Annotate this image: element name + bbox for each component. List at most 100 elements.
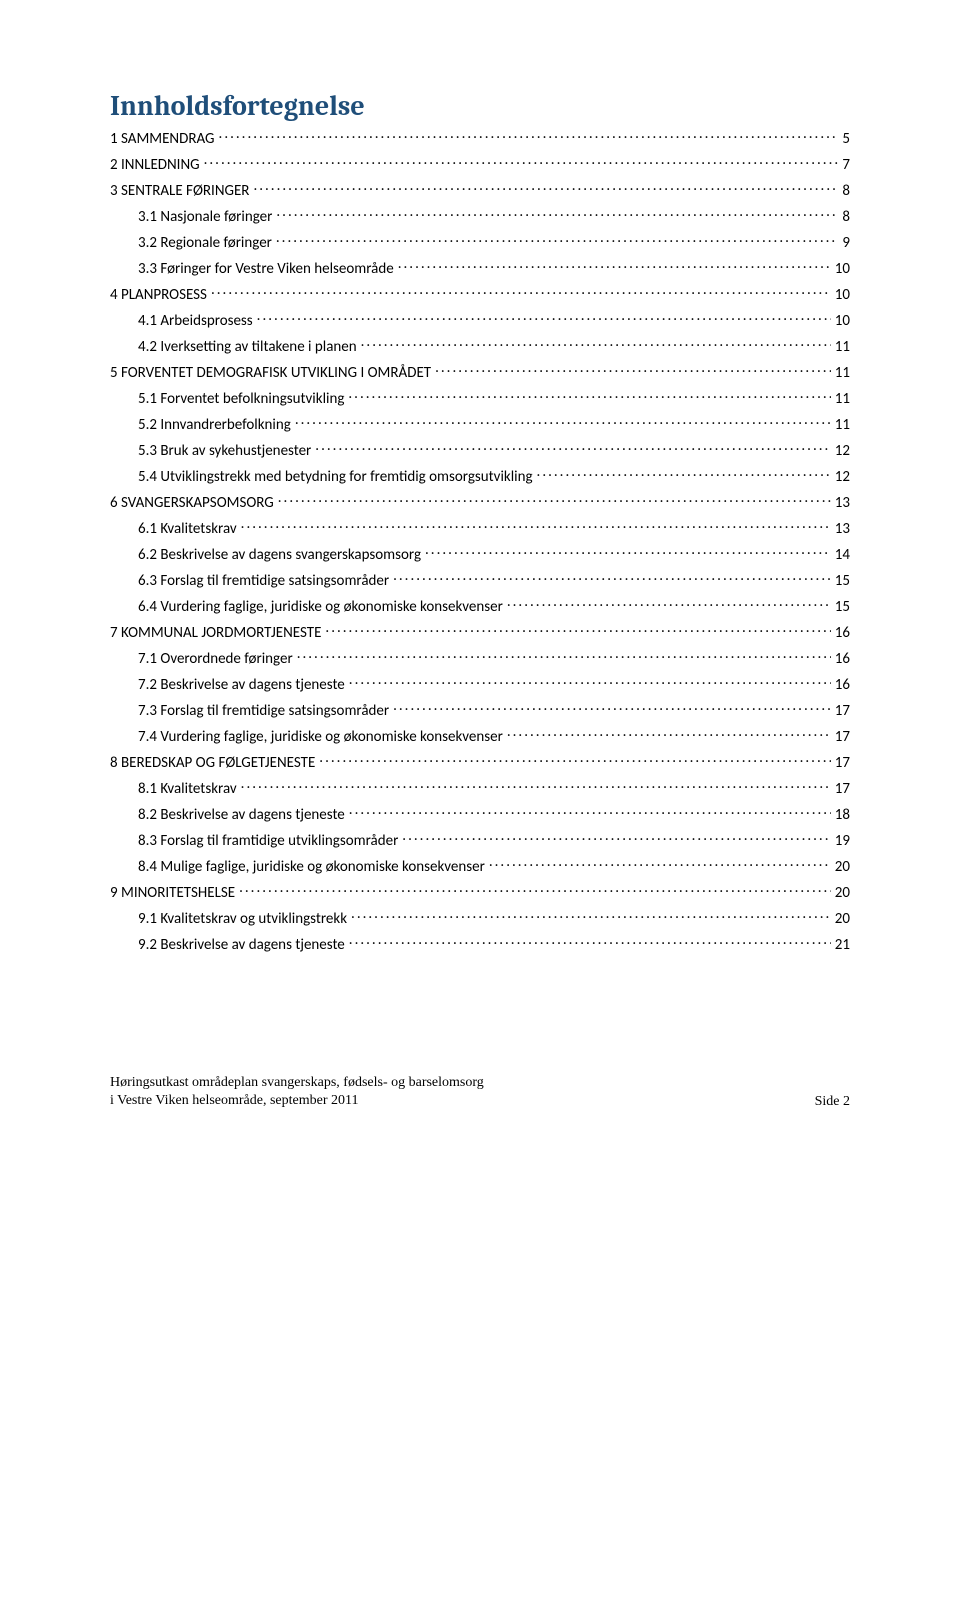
toc-entry-page: 15 (835, 572, 850, 590)
toc-entry-page: 9 (842, 234, 850, 252)
toc-entry: 5.4 Utviklingstrekk med betydning for fr… (138, 466, 850, 486)
toc-entry-label: 6.3 Forslag til fremtidige satsingsområd… (138, 572, 389, 590)
footer-left: Høringsutkast områdeplan svangerskaps, f… (110, 1074, 484, 1110)
toc-leader (253, 180, 838, 195)
toc-entry: 6.1 Kvalitetskrav13 (138, 518, 850, 538)
toc-entry-page: 19 (835, 832, 850, 850)
toc-list: 1 SAMMENDRAG52 INNLEDNING73 SENTRALE FØR… (110, 128, 850, 954)
toc-entry: 8.4 Mulige faglige, juridiske og økonomi… (138, 856, 850, 876)
toc-leader (425, 544, 831, 559)
toc-entry-label: 5.2 Innvandrerbefolkning (138, 416, 291, 434)
toc-entry-label: 8.4 Mulige faglige, juridiske og økonomi… (138, 858, 485, 876)
toc-entry: 5 FORVENTET DEMOGRAFISK UTVIKLING I OMRÅ… (110, 362, 850, 382)
toc-entry: 3.2 Regionale føringer 9 (138, 232, 850, 252)
toc-entry-page: 21 (835, 936, 850, 954)
toc-leader (319, 752, 830, 767)
toc-entry-page: 7 (842, 156, 850, 174)
toc-entry-page: 10 (835, 286, 850, 304)
toc-entry: 6.2 Beskrivelse av dagens svangerskapsom… (138, 544, 850, 564)
toc-entry-page: 17 (835, 728, 850, 746)
toc-entry-page: 16 (835, 650, 850, 668)
toc-entry: 8.3 Forslag til framtidige utviklingsomr… (138, 830, 850, 850)
toc-leader (537, 466, 831, 481)
toc-entry: 4.1 Arbeidsprosess10 (138, 310, 850, 330)
toc-entry-label: 5.1 Forventet befolkningsutvikling (138, 390, 344, 408)
footer-page-number: Side 2 (815, 1094, 850, 1110)
toc-entry: 6 SVANGERSKAPSOMSORG 13 (110, 492, 850, 512)
toc-entry-label: 3.2 Regionale føringer (138, 234, 272, 252)
toc-entry-page: 16 (835, 676, 850, 694)
toc-leader (435, 362, 831, 377)
toc-entry-page: 16 (835, 624, 850, 642)
toc-entry-page: 8 (842, 208, 850, 226)
toc-entry: 7.3 Forslag til fremtidige satsingsområd… (138, 700, 850, 720)
toc-entry-page: 11 (835, 390, 850, 408)
toc-leader (402, 830, 830, 845)
toc-entry: 5.2 Innvandrerbefolkning 11 (138, 414, 850, 434)
toc-leader (348, 388, 830, 403)
toc-entry-page: 18 (835, 806, 850, 824)
toc-entry-label: 8.3 Forslag til framtidige utviklingsomr… (138, 832, 398, 850)
toc-entry: 2 INNLEDNING 7 (110, 154, 850, 174)
toc-entry: 3.1 Nasjonale føringer 8 (138, 206, 850, 226)
toc-entry-page: 17 (835, 754, 850, 772)
toc-entry: 6.3 Forslag til fremtidige satsingsområd… (138, 570, 850, 590)
toc-entry-label: 6 SVANGERSKAPSOMSORG (110, 494, 274, 512)
toc-entry: 3 SENTRALE FØRINGER8 (110, 180, 850, 200)
toc-leader (257, 310, 831, 325)
toc-entry-page: 10 (835, 260, 850, 278)
toc-entry-label: 9.2 Beskrivelse av dagens tjeneste (138, 936, 345, 954)
toc-entry-label: 7.1 Overordnede føringer (138, 650, 293, 668)
toc-leader (393, 700, 831, 715)
toc-entry: 9.1 Kvalitetskrav og utviklingstrekk20 (138, 908, 850, 928)
toc-entry-label: 3.3 Føringer for Vestre Viken helseområd… (138, 260, 394, 278)
toc-leader (393, 570, 831, 585)
toc-entry: 5.1 Forventet befolkningsutvikling 11 (138, 388, 850, 408)
toc-entry: 8.2 Beskrivelse av dagens tjeneste 18 (138, 804, 850, 824)
toc-entry-page: 12 (835, 442, 850, 460)
toc-entry: 5.3 Bruk av sykehustjenester 12 (138, 440, 850, 460)
toc-leader (507, 726, 831, 741)
toc-entry-page: 14 (835, 546, 850, 564)
toc-leader (211, 284, 831, 299)
toc-entry-label: 8.1 Kvalitetskrav (138, 780, 237, 798)
toc-entry-label: 4 PLANPROSESS (110, 286, 207, 304)
toc-entry-label: 5 FORVENTET DEMOGRAFISK UTVIKLING I OMRÅ… (110, 364, 431, 382)
toc-entry-label: 3 SENTRALE FØRINGER (110, 182, 249, 200)
toc-leader (315, 440, 830, 455)
toc-entry-page: 20 (835, 884, 850, 902)
toc-entry-label: 6.4 Vurdering faglige, juridiske og økon… (138, 598, 503, 616)
toc-leader (361, 336, 831, 351)
toc-entry: 7.1 Overordnede føringer 16 (138, 648, 850, 668)
toc-leader (507, 596, 831, 611)
toc-entry-label: 3.1 Nasjonale føringer (138, 208, 272, 226)
toc-entry: 4.2 Iverksetting av tiltakene i planen11 (138, 336, 850, 356)
toc-leader (276, 232, 839, 247)
toc-entry: 3.3 Føringer for Vestre Viken helseområd… (138, 258, 850, 278)
toc-leader (325, 622, 830, 637)
toc-entry-page: 17 (835, 780, 850, 798)
toc-entry-label: 8.2 Beskrivelse av dagens tjeneste (138, 806, 345, 824)
toc-entry-page: 15 (835, 598, 850, 616)
toc-entry: 4 PLANPROSESS 10 (110, 284, 850, 304)
toc-entry: 9.2 Beskrivelse av dagens tjeneste 21 (138, 934, 850, 954)
toc-entry-label: 7.4 Vurdering faglige, juridiske og økon… (138, 728, 503, 746)
toc-entry-label: 5.3 Bruk av sykehustjenester (138, 442, 311, 460)
toc-entry-label: 4.1 Arbeidsprosess (138, 312, 253, 330)
toc-leader (295, 414, 831, 429)
toc-leader (489, 856, 831, 871)
toc-entry-page: 11 (835, 416, 850, 434)
toc-leader (349, 674, 831, 689)
toc-entry-page: 13 (835, 494, 850, 512)
toc-entry-label: 7.3 Forslag til fremtidige satsingsområd… (138, 702, 389, 720)
toc-leader (349, 934, 831, 949)
toc-leader (297, 648, 831, 663)
toc-entry-page: 20 (835, 858, 850, 876)
toc-entry-page: 12 (835, 468, 850, 486)
toc-entry: 6.4 Vurdering faglige, juridiske og økon… (138, 596, 850, 616)
toc-entry-label: 2 INNLEDNING (110, 156, 200, 174)
toc-entry: 7.4 Vurdering faglige, juridiske og økon… (138, 726, 850, 746)
toc-entry-label: 9.1 Kvalitetskrav og utviklingstrekk (138, 910, 347, 928)
toc-leader (398, 258, 831, 273)
toc-leader (219, 128, 839, 143)
